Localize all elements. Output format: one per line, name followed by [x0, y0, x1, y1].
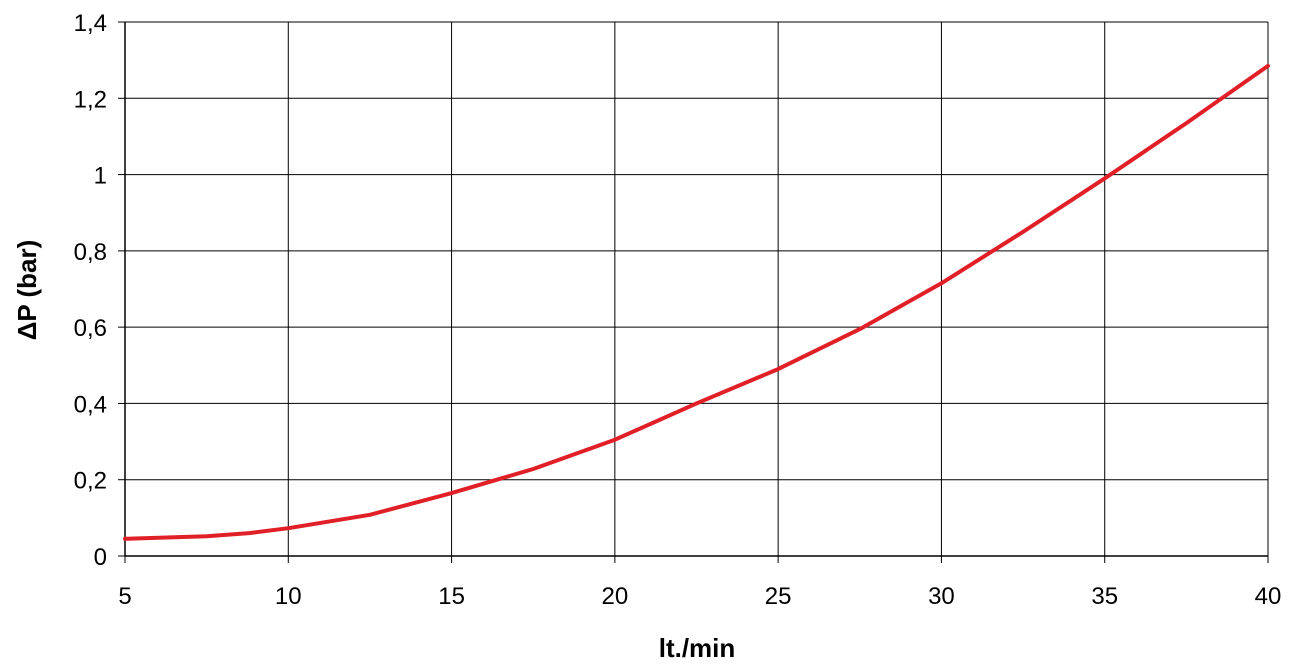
y-tick-label: 0,2 [74, 468, 107, 495]
y-tick-label: 1 [94, 163, 107, 190]
x-tick-label: 20 [602, 583, 629, 610]
x-tick-label: 10 [275, 583, 302, 610]
y-axis-ticks: 0 0,2 0,4 0,6 0,8 1 1,2 1,4 [74, 10, 125, 571]
x-tick-label: 40 [1255, 583, 1282, 610]
x-tick-label: 25 [765, 583, 792, 610]
y-tick-label: 0,4 [74, 391, 107, 418]
x-tick-label: 35 [1091, 583, 1118, 610]
y-tick-label: 1,4 [74, 10, 107, 37]
y-tick-label: 1,2 [74, 86, 107, 113]
series-line [123, 63, 1270, 541]
y-tick-label: 0,6 [74, 315, 107, 342]
grid [124, 21, 1269, 557]
y-tick-label: 0,8 [74, 239, 107, 266]
plot-area [124, 22, 1268, 557]
x-tick-label: 15 [438, 583, 465, 610]
y-tick-label: 0 [94, 544, 107, 571]
y-axis-title: ΔP (bar) [12, 240, 42, 341]
x-axis-title: lt./min [659, 633, 736, 663]
x-tick-label: 5 [118, 583, 131, 610]
series-layer [123, 63, 1270, 541]
x-axis-ticks: 5 10 15 20 25 30 35 40 [118, 556, 1281, 610]
x-tick-label: 30 [928, 583, 955, 610]
